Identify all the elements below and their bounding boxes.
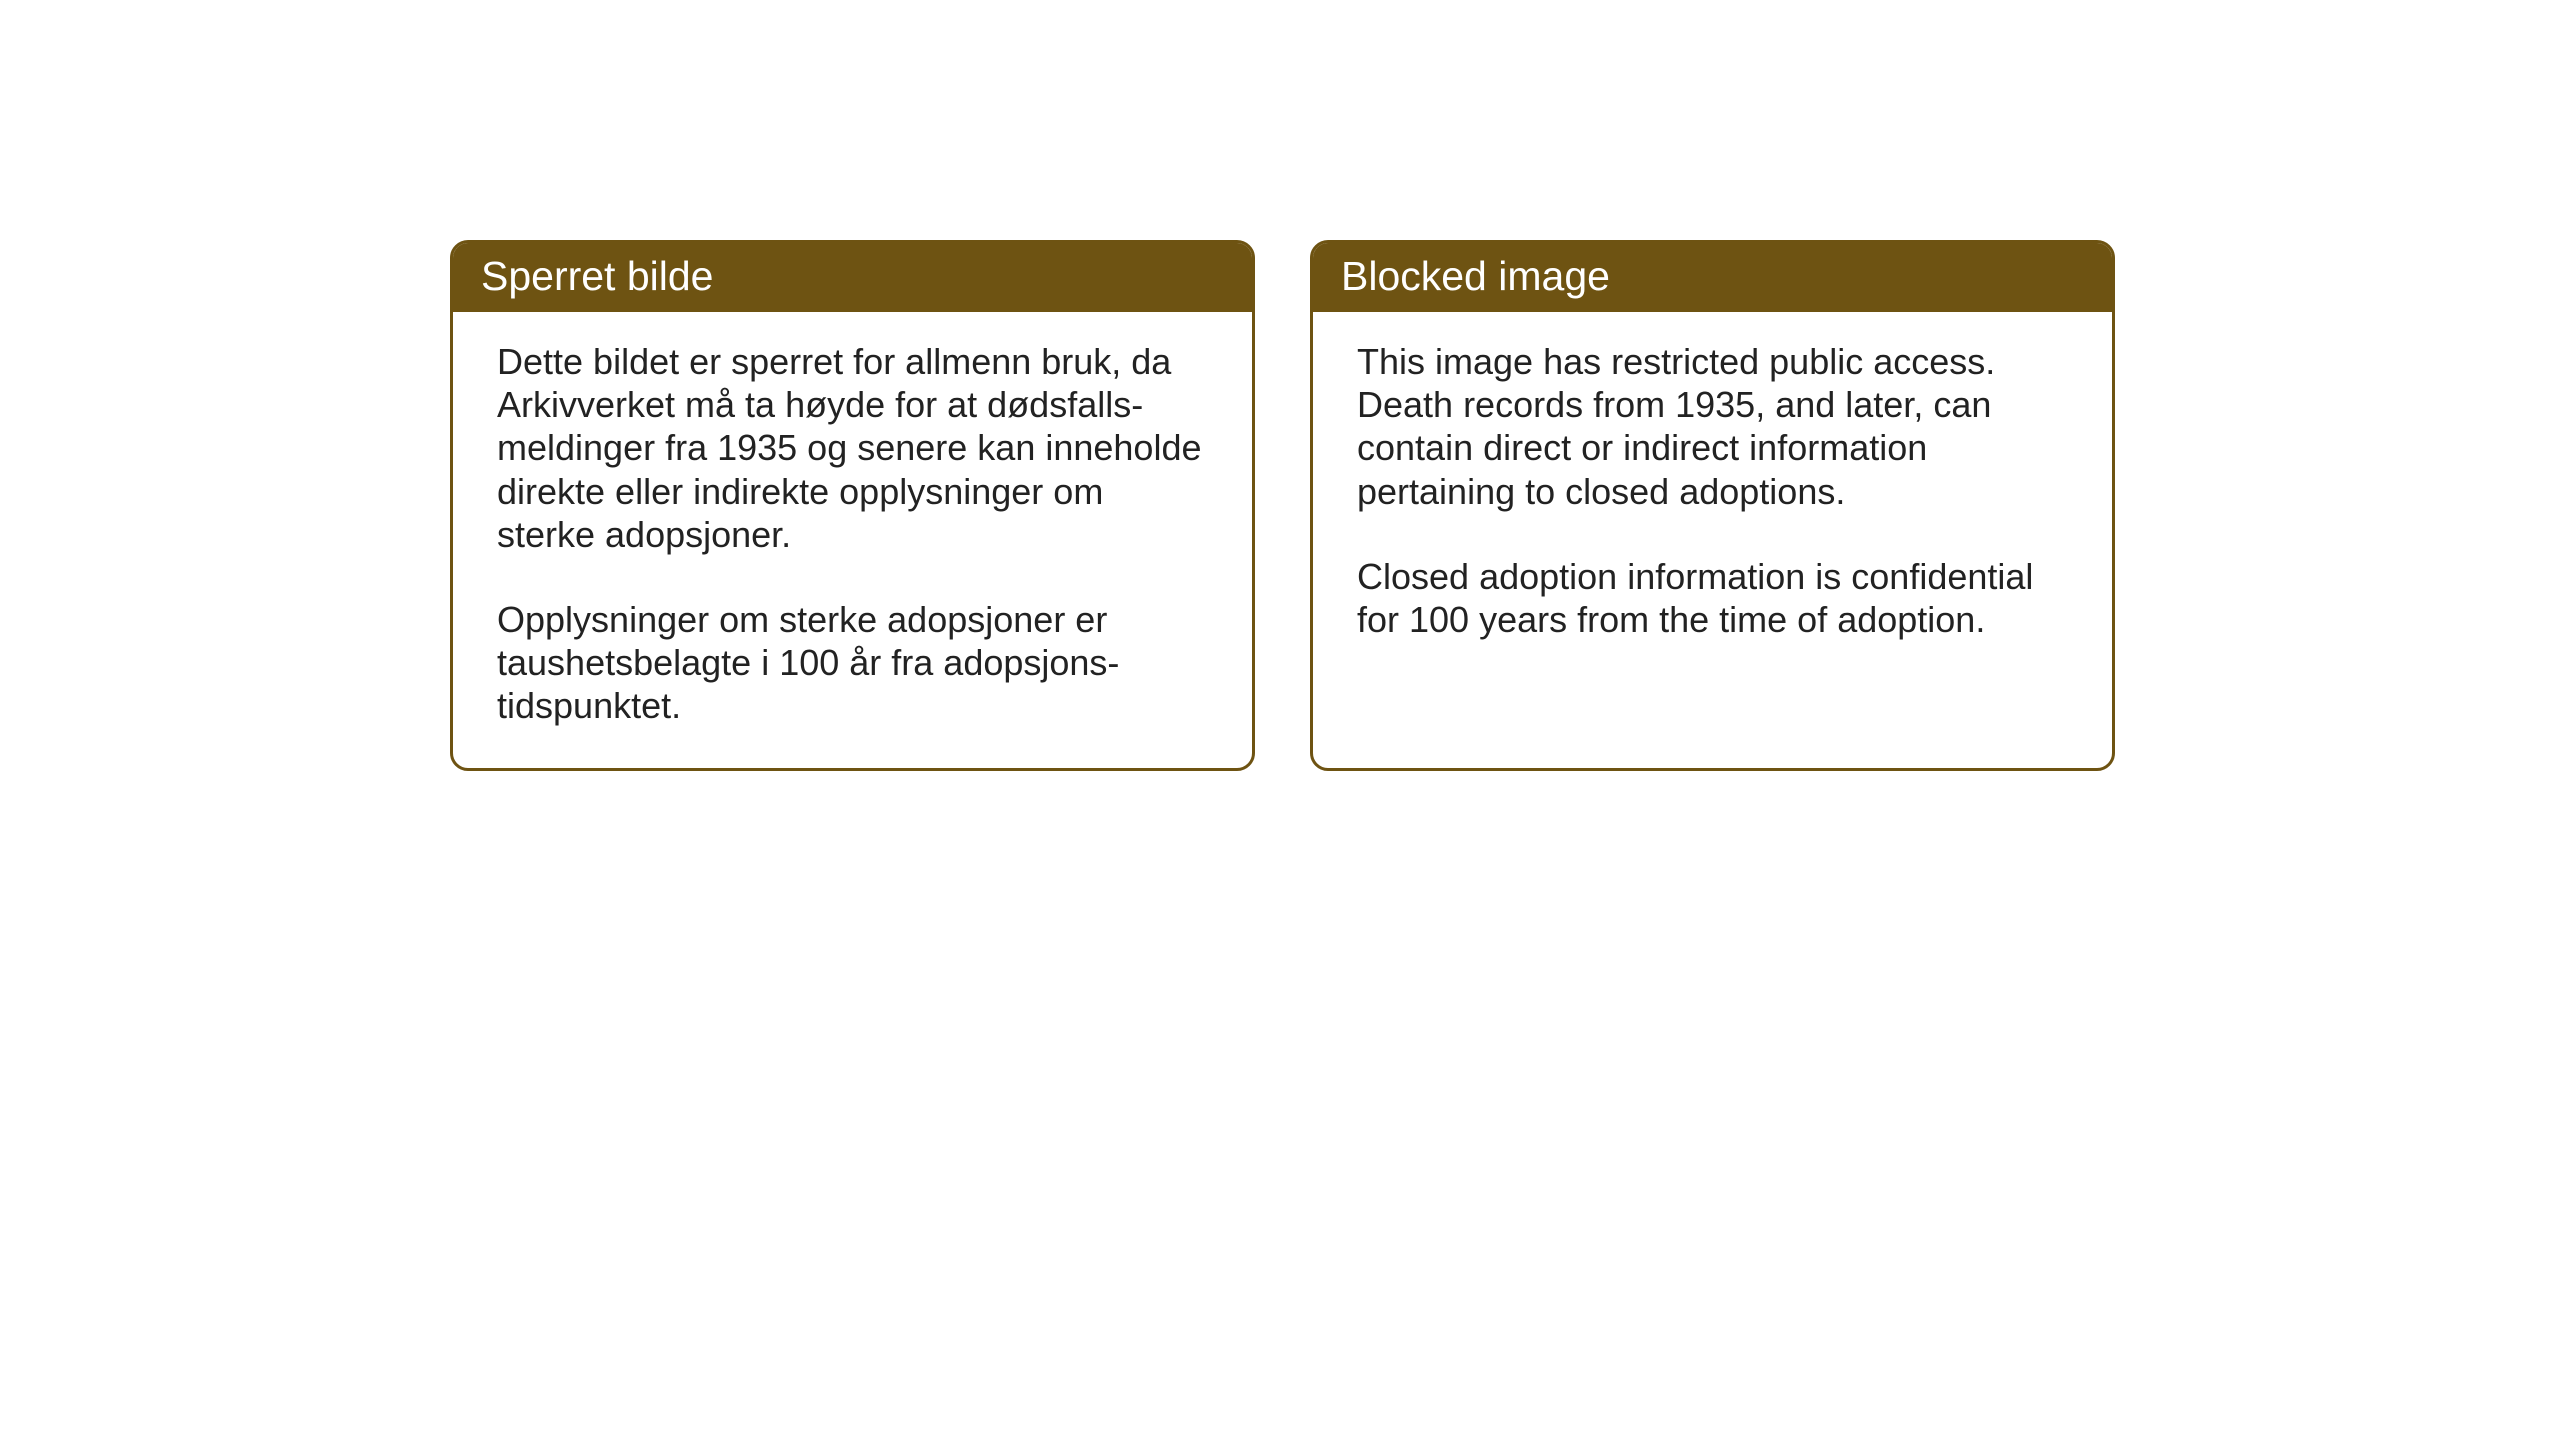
cards-container: Sperret bilde Dette bildet er sperret fo… <box>450 240 2115 771</box>
card-paragraph: This image has restricted public access.… <box>1357 340 2068 513</box>
card-paragraph: Dette bildet er sperret for allmenn bruk… <box>497 340 1208 556</box>
info-card-english: Blocked image This image has restricted … <box>1310 240 2115 771</box>
info-card-norwegian: Sperret bilde Dette bildet er sperret fo… <box>450 240 1255 771</box>
card-header-english: Blocked image <box>1313 243 2112 312</box>
card-body-norwegian: Dette bildet er sperret for allmenn bruk… <box>453 312 1252 768</box>
card-paragraph: Opplysninger om sterke adopsjoner er tau… <box>497 598 1208 728</box>
card-header-norwegian: Sperret bilde <box>453 243 1252 312</box>
card-paragraph: Closed adoption information is confident… <box>1357 555 2068 641</box>
card-body-english: This image has restricted public access.… <box>1313 312 2112 752</box>
